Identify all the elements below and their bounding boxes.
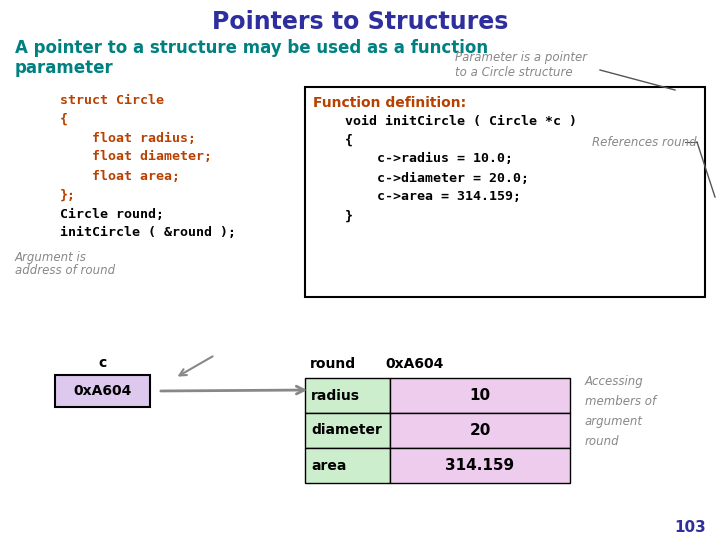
Text: float diameter;: float diameter; xyxy=(60,151,212,164)
Text: float radius;: float radius; xyxy=(60,132,196,145)
Text: Circle round;: Circle round; xyxy=(60,207,164,220)
Text: c->area = 314.159;: c->area = 314.159; xyxy=(313,191,521,204)
Text: };: }; xyxy=(60,188,76,201)
Text: c->radius = 10.0;: c->radius = 10.0; xyxy=(313,152,513,165)
Bar xyxy=(55,375,150,407)
Text: diameter: diameter xyxy=(311,423,382,437)
Text: 20: 20 xyxy=(469,423,491,438)
Bar xyxy=(305,413,390,448)
Text: 314.159: 314.159 xyxy=(446,458,515,473)
Text: Pointers to Structures: Pointers to Structures xyxy=(212,10,508,34)
Text: initCircle ( &round );: initCircle ( &round ); xyxy=(60,226,236,240)
Text: float area;: float area; xyxy=(60,170,180,183)
Text: 0xA604: 0xA604 xyxy=(385,357,444,371)
Text: address of round: address of round xyxy=(15,265,115,278)
Text: void initCircle ( Circle *c ): void initCircle ( Circle *c ) xyxy=(313,114,577,127)
Text: {: { xyxy=(60,112,68,125)
Bar xyxy=(390,448,570,483)
Bar xyxy=(305,448,390,483)
Bar xyxy=(305,87,705,297)
Text: struct Circle: struct Circle xyxy=(60,93,164,106)
Text: c: c xyxy=(99,356,107,370)
Text: radius: radius xyxy=(311,388,360,402)
Bar xyxy=(305,378,390,413)
Bar xyxy=(390,378,570,413)
Text: Parameter is a pointer: Parameter is a pointer xyxy=(455,51,587,64)
Text: Accessing
members of
argument
round: Accessing members of argument round xyxy=(585,375,656,448)
Bar xyxy=(390,413,570,448)
Text: c->diameter = 20.0;: c->diameter = 20.0; xyxy=(313,172,529,185)
Text: parameter: parameter xyxy=(15,59,114,77)
Text: Function definition:: Function definition: xyxy=(313,96,466,110)
Text: References round: References round xyxy=(593,136,697,148)
Text: 10: 10 xyxy=(469,388,490,403)
Text: area: area xyxy=(311,458,346,472)
Text: {: { xyxy=(313,133,353,146)
Text: }: } xyxy=(313,210,353,222)
Text: 103: 103 xyxy=(674,521,706,536)
Text: to a Circle structure: to a Circle structure xyxy=(455,65,572,78)
Text: A pointer to a structure may be used as a function: A pointer to a structure may be used as … xyxy=(15,39,488,57)
Text: round: round xyxy=(310,357,356,371)
Text: 0xA604: 0xA604 xyxy=(73,384,132,398)
Text: Argument is: Argument is xyxy=(15,251,87,264)
